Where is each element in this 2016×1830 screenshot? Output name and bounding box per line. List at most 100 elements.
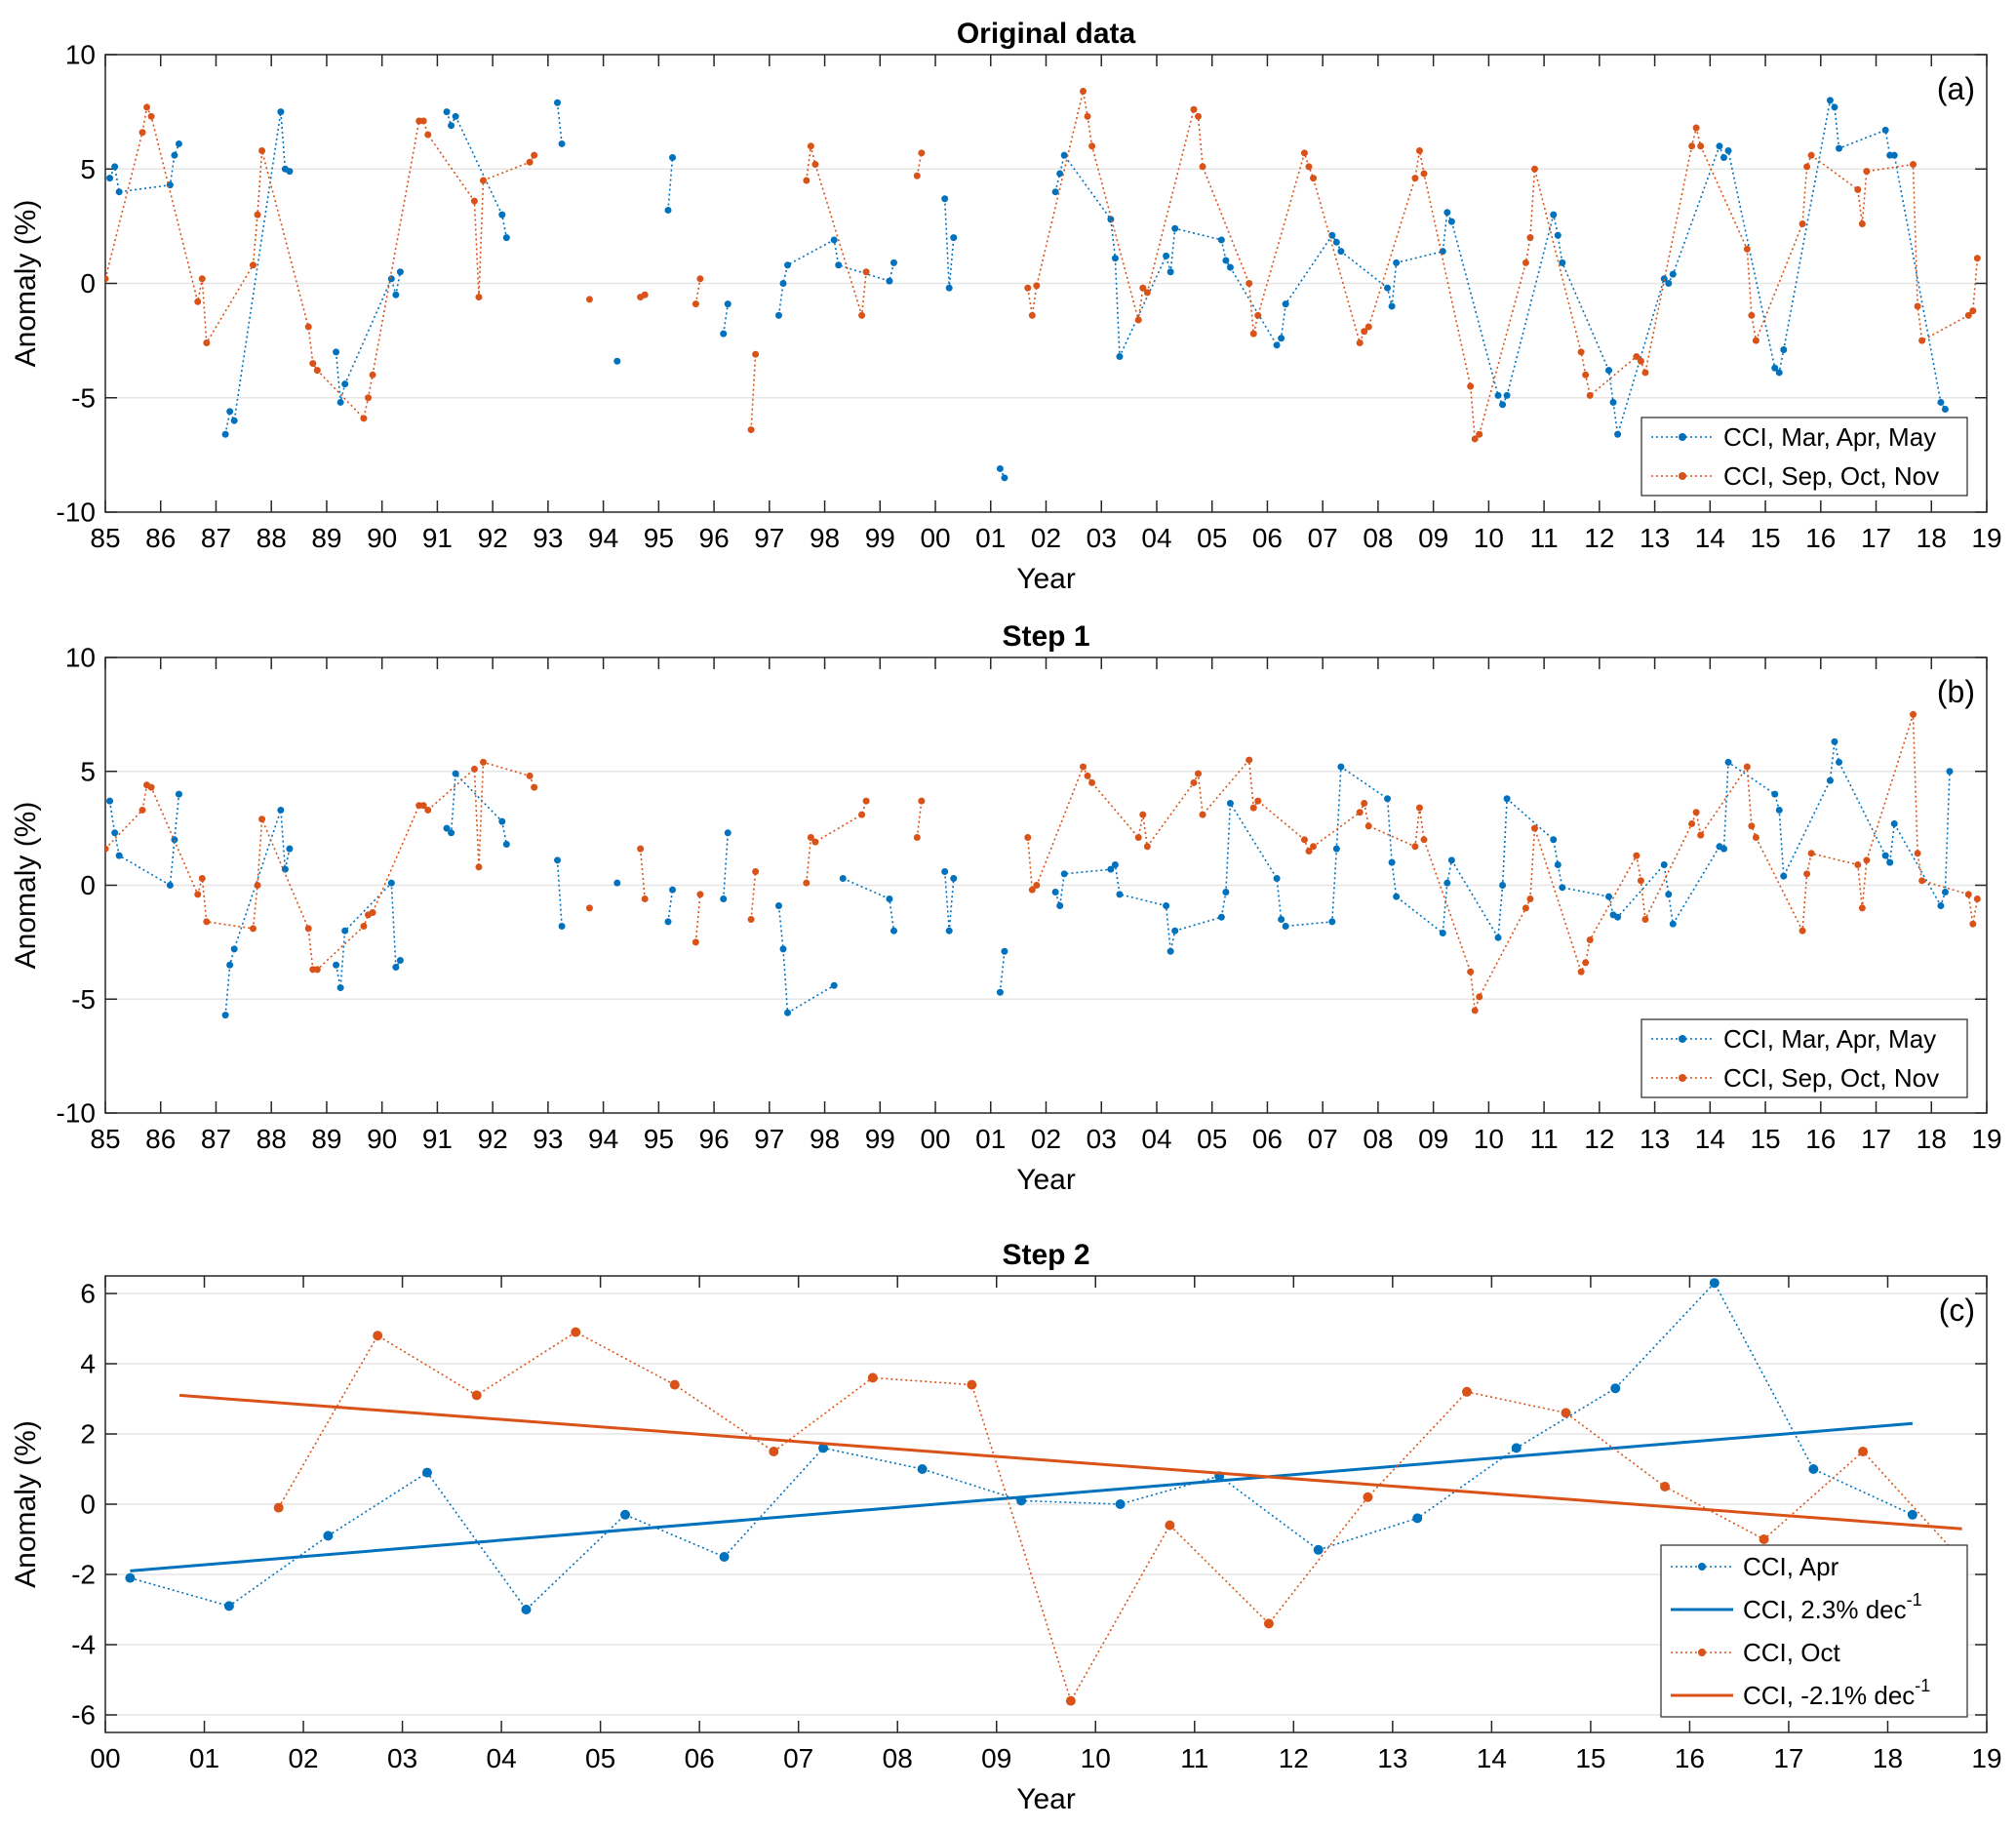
data-point (175, 790, 182, 798)
data-point (858, 811, 866, 818)
x-tick-label: 07 (1308, 1124, 1338, 1154)
legend-marker (1698, 1649, 1706, 1656)
x-tick-label: 09 (1418, 523, 1448, 553)
series-line (722, 832, 730, 899)
data-point (502, 234, 510, 242)
data-point (1586, 936, 1594, 944)
data-point (1918, 337, 1926, 344)
data-point (106, 797, 114, 805)
data-point (585, 904, 593, 912)
x-tick-label: 86 (145, 1124, 176, 1154)
data-point (1554, 860, 1561, 868)
data-point (620, 1509, 631, 1520)
data-point (1688, 819, 1696, 827)
legend-label-text: CCI, 2.3% dec (1743, 1595, 1907, 1624)
data-point (1914, 302, 1921, 310)
data-point (1780, 872, 1788, 880)
y-tick-label: 5 (80, 756, 96, 786)
data-point (950, 234, 958, 242)
x-tick-label: 03 (1087, 1124, 1117, 1154)
data-point (1310, 843, 1318, 851)
data-point (1199, 163, 1206, 171)
data-point (258, 816, 266, 823)
data-point (769, 1447, 779, 1456)
x-tick-label: 15 (1750, 523, 1780, 553)
x-tick-label: 15 (1750, 1124, 1780, 1154)
data-point (1254, 311, 1262, 319)
data-point (1836, 144, 1843, 152)
data-point (613, 357, 621, 365)
data-point (1559, 259, 1566, 266)
data-point (323, 1531, 334, 1541)
data-point (1577, 348, 1585, 356)
series-line (916, 801, 923, 838)
series-layer (125, 1278, 1967, 1706)
data-point (1771, 364, 1779, 372)
panel-label: (c) (1939, 1293, 1975, 1328)
data-point (1610, 1383, 1621, 1394)
data-point (364, 394, 372, 402)
data-point (1530, 165, 1538, 173)
data-point (641, 895, 649, 903)
x-tick-label: 89 (311, 523, 341, 553)
data-point (1692, 124, 1700, 132)
data-point (1305, 847, 1313, 855)
series-line (108, 794, 180, 887)
x-tick-label: 97 (754, 1124, 784, 1154)
data-point (1692, 809, 1700, 816)
x-tick-label: 05 (1197, 1124, 1227, 1154)
data-point (277, 108, 285, 116)
data-point (1356, 338, 1364, 346)
data-point (1890, 819, 1898, 827)
data-point (1799, 927, 1806, 935)
chart-title: Step 2 (1002, 1239, 1089, 1271)
data-point (830, 981, 838, 989)
data-point (724, 829, 731, 837)
data-point (1447, 218, 1455, 225)
data-point (531, 783, 538, 791)
data-point (774, 902, 782, 910)
x-tick-label: 07 (783, 1743, 813, 1773)
data-point (1254, 797, 1262, 805)
data-point (443, 824, 451, 832)
data-point (1278, 335, 1285, 342)
data-point (521, 1605, 532, 1614)
data-point (1660, 860, 1668, 868)
legend-label: CCI, Apr (1743, 1552, 1839, 1581)
data-point (1803, 163, 1811, 171)
data-point (1088, 778, 1096, 786)
data-point (1854, 185, 1862, 193)
data-point (637, 845, 645, 853)
data-point (696, 275, 704, 283)
data-point (171, 151, 178, 159)
series-line (335, 882, 402, 989)
data-point (1660, 1482, 1671, 1492)
data-point (1415, 146, 1423, 154)
data-point (1447, 856, 1455, 864)
data-point (1107, 865, 1115, 873)
x-tick-label: 03 (387, 1743, 417, 1773)
legend: CCI, Mar, Apr, May CCI, Sep, Oct, Nov (1640, 417, 1968, 497)
legend-box (1640, 417, 1968, 497)
series-line (806, 800, 867, 884)
data-point (862, 797, 870, 805)
data-point (811, 838, 819, 846)
x-tick-label: 19 (1971, 1124, 2001, 1154)
data-point (1969, 307, 1977, 315)
data-point (1222, 257, 1230, 264)
x-tick-label: 01 (975, 523, 1006, 553)
x-tick-label: 92 (478, 1124, 508, 1154)
data-point (554, 856, 562, 864)
data-point (1461, 1386, 1472, 1397)
series-line (278, 1331, 1963, 1702)
data-point (147, 112, 155, 120)
series-line (750, 871, 757, 920)
data-point (1217, 913, 1225, 921)
data-point (424, 806, 432, 814)
data-point (531, 151, 538, 159)
data-point (223, 1601, 234, 1611)
data-point (1171, 927, 1179, 935)
legend-marker (1679, 433, 1686, 441)
data-point (115, 188, 123, 196)
